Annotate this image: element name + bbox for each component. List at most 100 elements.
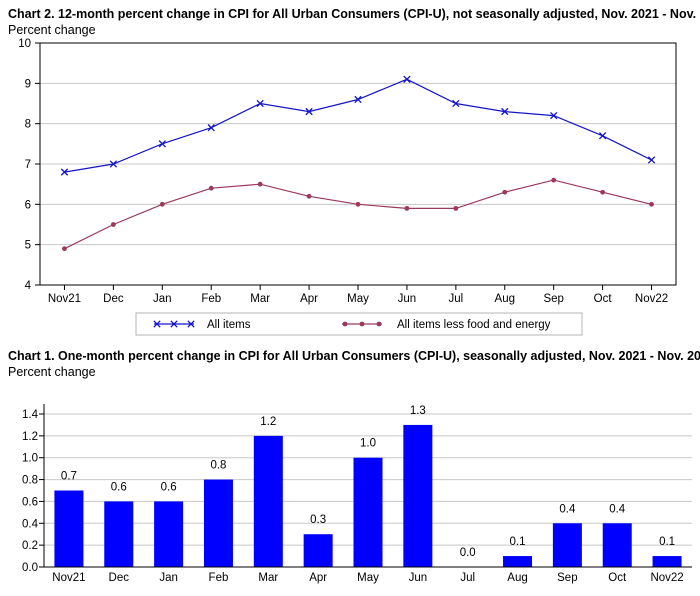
data-label: 1.2 xyxy=(260,416,276,428)
series-line-core xyxy=(64,179,652,250)
bar xyxy=(552,523,582,567)
bar xyxy=(54,490,84,567)
x-tick-label: Dec xyxy=(103,293,124,305)
data-label: 0.7 xyxy=(61,471,77,483)
x-tick-label: Aug xyxy=(495,293,515,305)
data-point xyxy=(305,107,313,116)
x-tick-label: Jun xyxy=(398,293,417,305)
x-tick-label: Nov21 xyxy=(52,572,85,584)
data-label: 1.0 xyxy=(360,438,376,450)
data-label: 0.0 xyxy=(460,547,476,559)
data-label: 0.3 xyxy=(310,514,326,526)
legend-marker xyxy=(170,320,178,328)
bar xyxy=(303,534,333,567)
legend-label: All items less food and energy xyxy=(397,319,551,331)
y-tick-label: 8 xyxy=(25,119,31,131)
y-tick-label: 0.8 xyxy=(22,475,38,487)
legend-label: All items xyxy=(207,319,251,331)
series-line-all-items xyxy=(64,78,652,173)
y-tick-label: 1.2 xyxy=(22,431,38,443)
bar xyxy=(503,556,533,567)
x-tick-label: Nov22 xyxy=(650,572,683,584)
data-point xyxy=(159,201,165,207)
y-tick-label: 1.0 xyxy=(22,453,38,465)
data-point xyxy=(598,132,607,140)
x-tick-label: May xyxy=(347,293,369,305)
data-point xyxy=(306,193,312,199)
data-label: 0.4 xyxy=(609,503,626,515)
bar xyxy=(253,435,283,567)
data-point xyxy=(207,124,215,132)
data-label: 0.8 xyxy=(210,460,226,472)
y-tick-label: 5 xyxy=(25,240,31,252)
x-tick-label: Jul xyxy=(448,293,463,305)
data-point xyxy=(62,246,67,252)
y-tick-label: 0.6 xyxy=(22,496,38,508)
data-point xyxy=(256,99,264,108)
data-point xyxy=(355,201,361,207)
legend-marker xyxy=(359,321,365,327)
x-tick-label: Mar xyxy=(250,293,270,305)
data-label: 0.1 xyxy=(510,536,526,548)
data-point xyxy=(502,189,508,195)
x-tick-label: Oct xyxy=(594,293,613,305)
data-point xyxy=(647,156,656,164)
data-point xyxy=(403,75,411,83)
x-tick-label: Jan xyxy=(159,572,178,584)
y-tick-label: 1.4 xyxy=(22,409,39,421)
x-tick-label: Nov22 xyxy=(635,293,668,305)
legend-marker xyxy=(376,321,382,327)
x-tick-label: Sep xyxy=(543,293,563,305)
bar xyxy=(652,556,682,567)
data-point xyxy=(158,140,166,148)
data-label: 1.3 xyxy=(410,405,426,417)
x-tick-label: Aug xyxy=(507,572,527,584)
data-point xyxy=(550,111,558,120)
data-point xyxy=(453,205,459,211)
x-tick-label: Apr xyxy=(309,572,327,584)
bar xyxy=(203,479,233,567)
x-tick-label: Jan xyxy=(153,293,172,305)
data-point xyxy=(208,185,214,191)
bar xyxy=(403,424,433,567)
bar xyxy=(602,523,632,567)
data-point xyxy=(60,168,69,176)
data-label: 0.1 xyxy=(659,536,675,548)
data-point xyxy=(551,177,557,183)
data-point xyxy=(404,205,410,211)
data-point xyxy=(110,222,116,227)
data-point xyxy=(600,189,606,195)
legend-marker xyxy=(342,321,348,327)
x-tick-label: Nov21 xyxy=(48,293,81,305)
x-tick-label: Dec xyxy=(109,572,130,584)
x-tick-label: Apr xyxy=(300,293,318,305)
y-tick-label: 0.0 xyxy=(22,562,38,574)
y-tick-label: 0.2 xyxy=(22,540,38,552)
legend-marker xyxy=(187,320,195,328)
data-point xyxy=(257,181,263,187)
data-point xyxy=(452,99,460,108)
y-tick-label: 6 xyxy=(25,199,31,211)
x-tick-label: May xyxy=(357,572,379,584)
x-tick-label: Jun xyxy=(409,572,428,584)
x-tick-label: Mar xyxy=(258,572,278,584)
x-tick-label: Oct xyxy=(608,572,627,584)
bar-chart-y-label: Percent change xyxy=(8,365,96,379)
bar xyxy=(154,501,184,567)
bar xyxy=(353,457,383,567)
x-tick-label: Feb xyxy=(201,293,221,305)
y-tick-label: 9 xyxy=(25,78,31,90)
x-tick-label: Feb xyxy=(209,572,229,584)
data-label: 0.4 xyxy=(559,503,576,515)
data-point xyxy=(109,160,118,168)
data-label: 0.6 xyxy=(111,481,127,493)
data-point xyxy=(649,201,654,207)
data-point xyxy=(354,95,362,104)
legend-marker xyxy=(153,320,161,328)
y-tick-label: 0.4 xyxy=(22,518,39,530)
x-tick-label: Sep xyxy=(557,572,577,584)
bar-chart-title: Chart 1. One-month percent change in CPI… xyxy=(8,349,700,363)
x-tick-label: Jul xyxy=(460,572,475,584)
y-tick-label: 7 xyxy=(25,159,31,171)
